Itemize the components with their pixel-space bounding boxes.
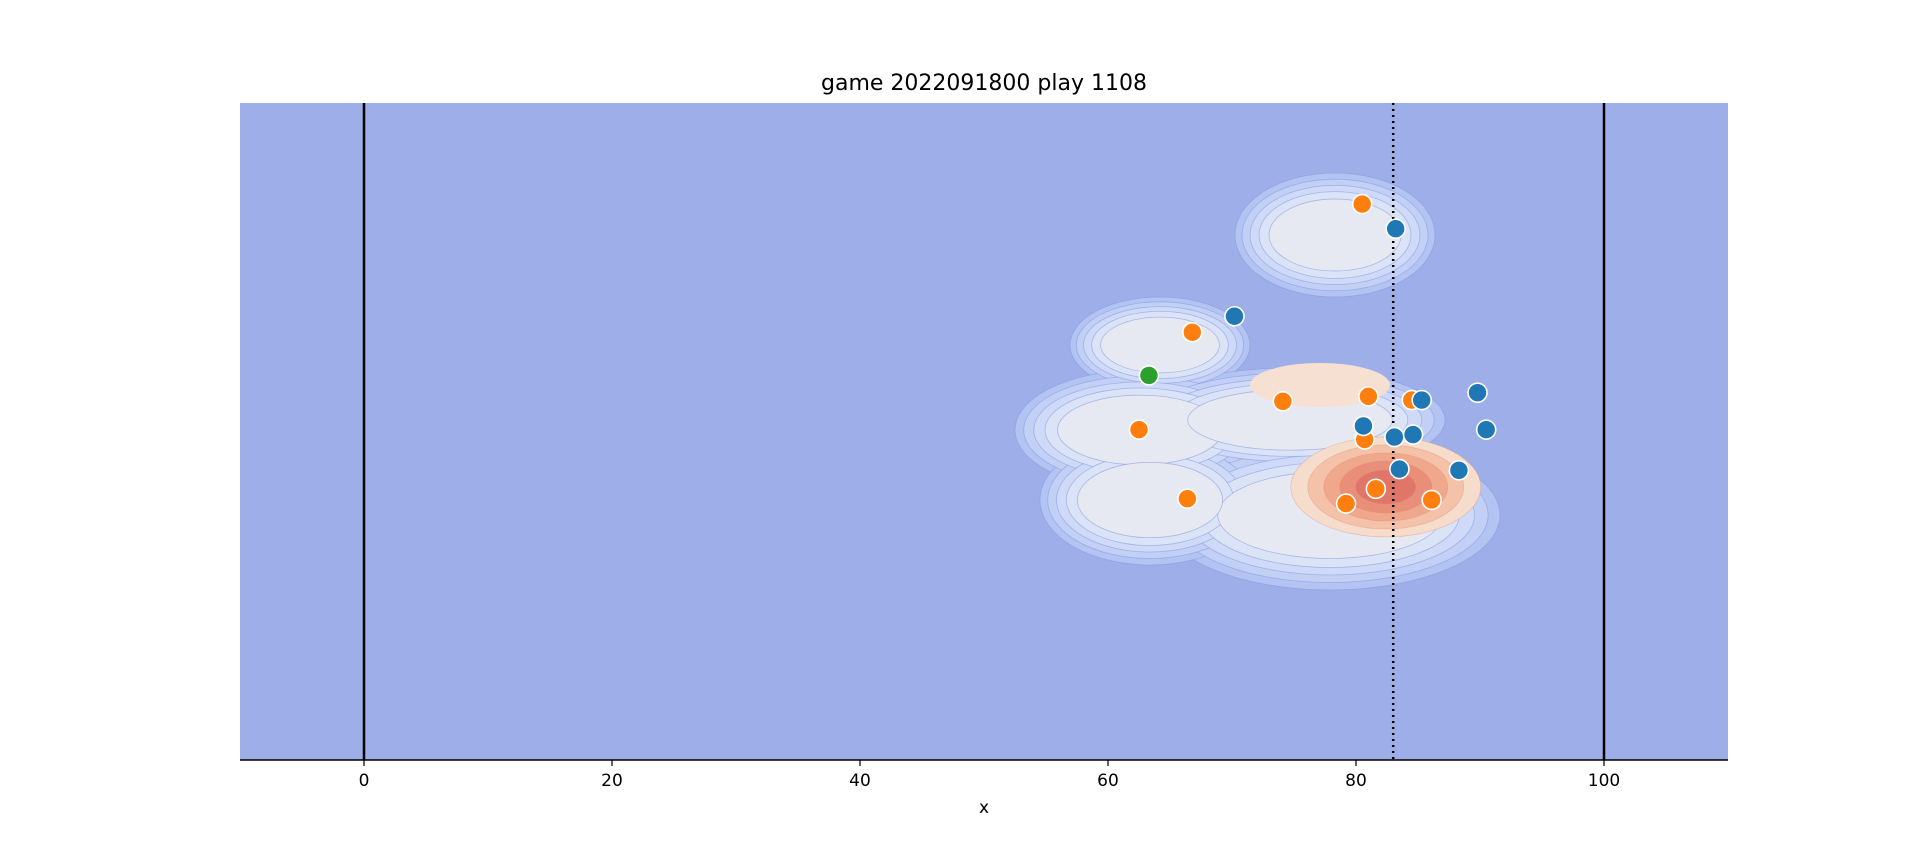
player-point xyxy=(1128,419,1150,440)
player-point xyxy=(1475,419,1497,440)
player-point xyxy=(1335,493,1357,514)
player-point xyxy=(1448,460,1470,481)
x-tick-label: 40 xyxy=(849,771,871,791)
player-point xyxy=(1365,478,1387,500)
x-tick-label: 80 xyxy=(1345,771,1367,791)
density-band-4-5 xyxy=(1077,461,1224,539)
x-tick-label: 20 xyxy=(601,771,623,791)
player-point xyxy=(1177,488,1198,509)
yard-lines xyxy=(362,103,1606,760)
x-tick-label: 60 xyxy=(1097,771,1119,791)
x-tick-label: 0 xyxy=(359,771,370,791)
chart-title: game 2022091800 play 1108 xyxy=(821,71,1147,96)
density-band-4-1 xyxy=(1100,316,1220,374)
player-point xyxy=(1402,424,1424,445)
player-point xyxy=(1358,386,1379,407)
player-point xyxy=(1138,365,1160,386)
player-point xyxy=(1411,389,1433,411)
player-point xyxy=(1224,305,1245,327)
player-point xyxy=(1353,415,1374,437)
x-axis-label: x xyxy=(979,798,989,818)
player-point xyxy=(1385,218,1406,240)
plot-background xyxy=(240,103,1728,760)
player-point xyxy=(1351,193,1373,215)
player-point xyxy=(1421,489,1442,511)
x-axis-ticks: 0 20 40 60 80 100 xyxy=(359,760,1620,791)
player-point xyxy=(1389,458,1410,480)
player-points xyxy=(1128,193,1497,514)
player-point xyxy=(1384,426,1405,448)
player-point xyxy=(1467,382,1488,403)
player-point xyxy=(1182,321,1203,343)
player-point xyxy=(1272,391,1294,412)
density-band-4-0 xyxy=(1268,198,1402,272)
x-tick-label: 100 xyxy=(1588,771,1620,791)
